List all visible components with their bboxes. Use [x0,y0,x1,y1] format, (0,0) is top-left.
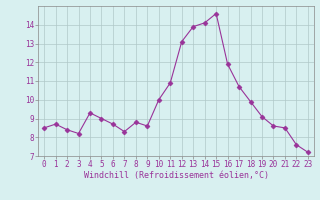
X-axis label: Windchill (Refroidissement éolien,°C): Windchill (Refroidissement éolien,°C) [84,171,268,180]
